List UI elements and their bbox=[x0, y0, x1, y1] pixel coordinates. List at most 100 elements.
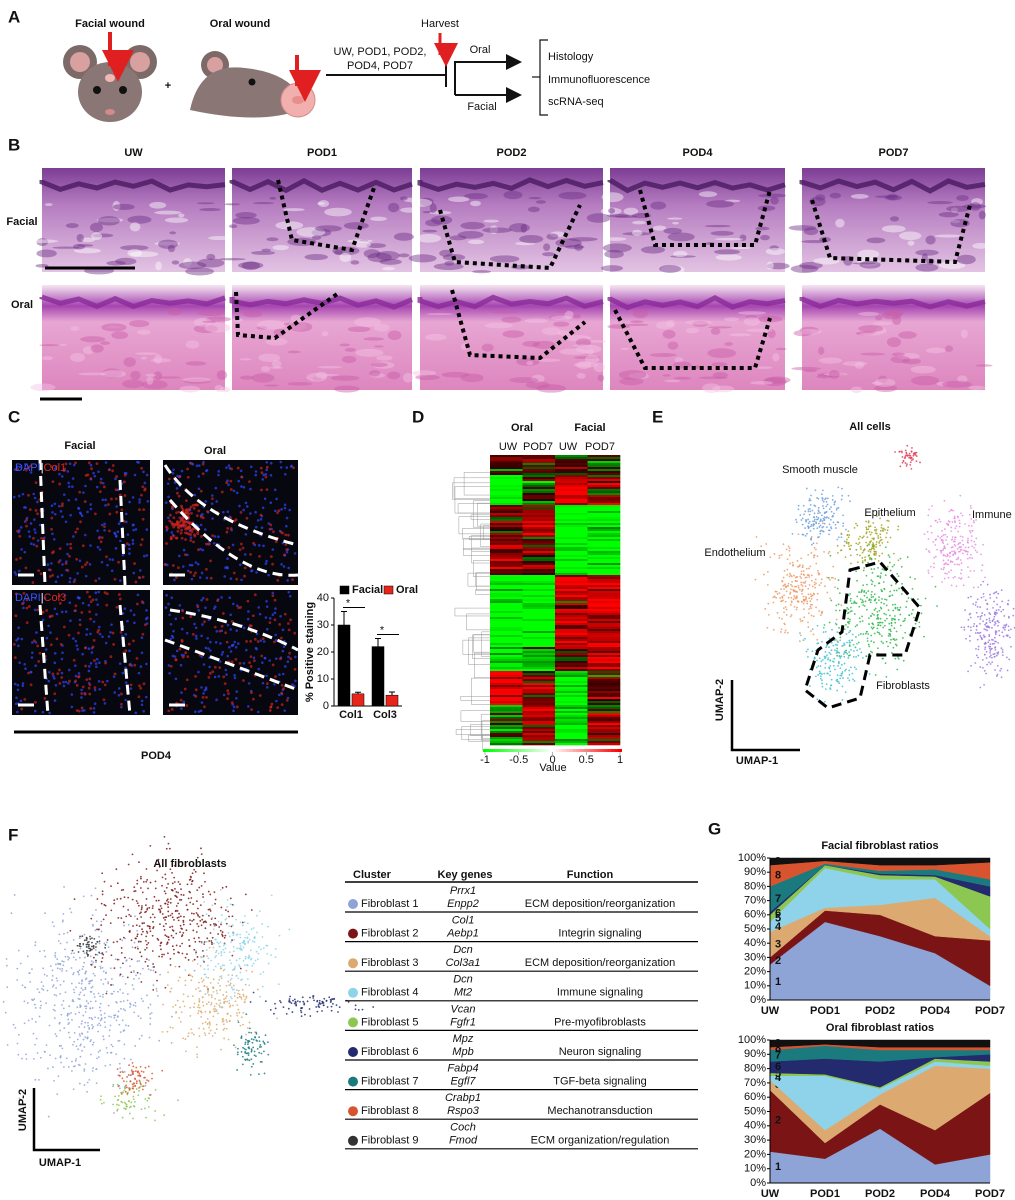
epidermis bbox=[39, 178, 226, 193]
tissue-texture bbox=[311, 235, 322, 240]
cell-point bbox=[985, 650, 988, 653]
cell-point bbox=[868, 541, 871, 544]
fibroblast-point bbox=[196, 889, 199, 892]
cell-point bbox=[971, 557, 974, 560]
y-tick-label: 100% bbox=[738, 1034, 766, 1046]
cell-point bbox=[842, 514, 845, 517]
tissue-texture bbox=[907, 240, 915, 246]
cell-point bbox=[863, 549, 865, 551]
heatmap-cell bbox=[522, 669, 556, 672]
collagen-signal bbox=[169, 537, 173, 540]
cell-point bbox=[875, 546, 877, 548]
tissue-texture bbox=[296, 227, 326, 237]
collagen-signal bbox=[185, 678, 189, 682]
cell-point bbox=[899, 613, 902, 616]
nucleus-signal bbox=[239, 563, 242, 567]
cell-point bbox=[1008, 658, 1011, 661]
fibroblast-point bbox=[173, 876, 176, 879]
nucleus-signal bbox=[217, 470, 220, 473]
nucleus-signal bbox=[285, 550, 289, 554]
cell-point bbox=[806, 532, 808, 535]
fibroblast-point bbox=[39, 1000, 42, 1003]
tissue-texture bbox=[238, 261, 264, 269]
collagen-signal bbox=[283, 612, 287, 616]
nucleus-signal bbox=[275, 497, 278, 501]
heatmap-cell bbox=[587, 679, 621, 682]
cell-point bbox=[899, 624, 902, 627]
x-tick-label: Col1 bbox=[339, 709, 363, 721]
fibroblast-point bbox=[26, 1002, 29, 1004]
fibroblast-point bbox=[81, 1020, 83, 1023]
cell-point bbox=[868, 548, 871, 551]
cell-point bbox=[784, 606, 787, 608]
fibroblast-point bbox=[98, 935, 100, 938]
cell-point bbox=[808, 513, 811, 516]
fibroblast-point bbox=[137, 1015, 140, 1017]
fibroblast-point bbox=[169, 898, 172, 900]
fibroblast-point bbox=[174, 887, 176, 890]
cell-point bbox=[802, 639, 805, 642]
nucleus-signal bbox=[202, 663, 206, 666]
cell-point bbox=[785, 614, 788, 616]
cell-point bbox=[878, 554, 881, 557]
fibroblast-point bbox=[167, 936, 170, 939]
fibroblast-point bbox=[113, 990, 115, 993]
heatmap-cell bbox=[555, 585, 588, 588]
segment-label: 2 bbox=[775, 1115, 781, 1127]
fibroblast-point bbox=[158, 908, 160, 911]
heatmap-cell bbox=[490, 577, 523, 580]
tissue-texture bbox=[978, 210, 986, 220]
colorbar-cell bbox=[507, 749, 512, 752]
fibroblast-point bbox=[201, 918, 204, 921]
tissue-texture bbox=[350, 260, 360, 265]
cell-point bbox=[988, 617, 991, 620]
collagen-signal bbox=[51, 672, 55, 676]
heatmap-cell bbox=[522, 563, 556, 566]
cell-point bbox=[819, 530, 822, 533]
fibroblast-point bbox=[146, 908, 149, 911]
fibroblast-point bbox=[34, 1020, 37, 1023]
tissue-texture bbox=[608, 208, 616, 214]
cell-point bbox=[840, 532, 843, 535]
cell-point bbox=[800, 577, 803, 580]
heatmap-cell bbox=[522, 485, 556, 488]
cell-point bbox=[1005, 634, 1008, 637]
cell-point bbox=[993, 600, 995, 603]
fibroblast-point bbox=[105, 914, 107, 917]
cell-point bbox=[953, 515, 956, 518]
fibroblast-point bbox=[180, 893, 183, 896]
fibroblast-point bbox=[153, 966, 155, 968]
heatmap-cell bbox=[490, 729, 523, 732]
heatmap-cell bbox=[555, 487, 588, 490]
heatmap-cell bbox=[587, 563, 621, 566]
cell-point bbox=[823, 624, 826, 626]
cell-point bbox=[874, 607, 877, 610]
fibroblast-point bbox=[161, 884, 163, 887]
cell-point bbox=[857, 641, 860, 644]
nucleus-signal bbox=[203, 528, 207, 531]
fibroblast-point bbox=[126, 993, 129, 995]
cell-point bbox=[810, 579, 813, 582]
fibroblast-point bbox=[62, 1007, 65, 1010]
collagen-signal bbox=[191, 632, 195, 636]
fibroblast-point bbox=[182, 931, 185, 934]
nucleus-signal bbox=[89, 463, 93, 467]
tissue-texture bbox=[154, 354, 162, 364]
tissue-texture bbox=[558, 191, 587, 200]
heatmap-cell bbox=[490, 545, 523, 548]
collagen-signal bbox=[78, 623, 82, 627]
cell-point bbox=[836, 647, 839, 650]
collagen-signal bbox=[169, 664, 173, 668]
nucleus-signal bbox=[240, 485, 243, 488]
heatmap-cell bbox=[522, 701, 556, 704]
collagen-signal bbox=[201, 462, 205, 466]
nucleus-signal bbox=[138, 498, 141, 501]
nucleus-signal bbox=[268, 617, 272, 620]
collagen-signal bbox=[67, 633, 71, 637]
fibroblast-point bbox=[101, 996, 104, 998]
collagen-signal bbox=[248, 661, 251, 665]
fibroblast-point bbox=[159, 944, 162, 947]
cell-point bbox=[850, 562, 852, 565]
nucleus-signal bbox=[195, 464, 199, 468]
collagen-signal bbox=[34, 509, 38, 512]
